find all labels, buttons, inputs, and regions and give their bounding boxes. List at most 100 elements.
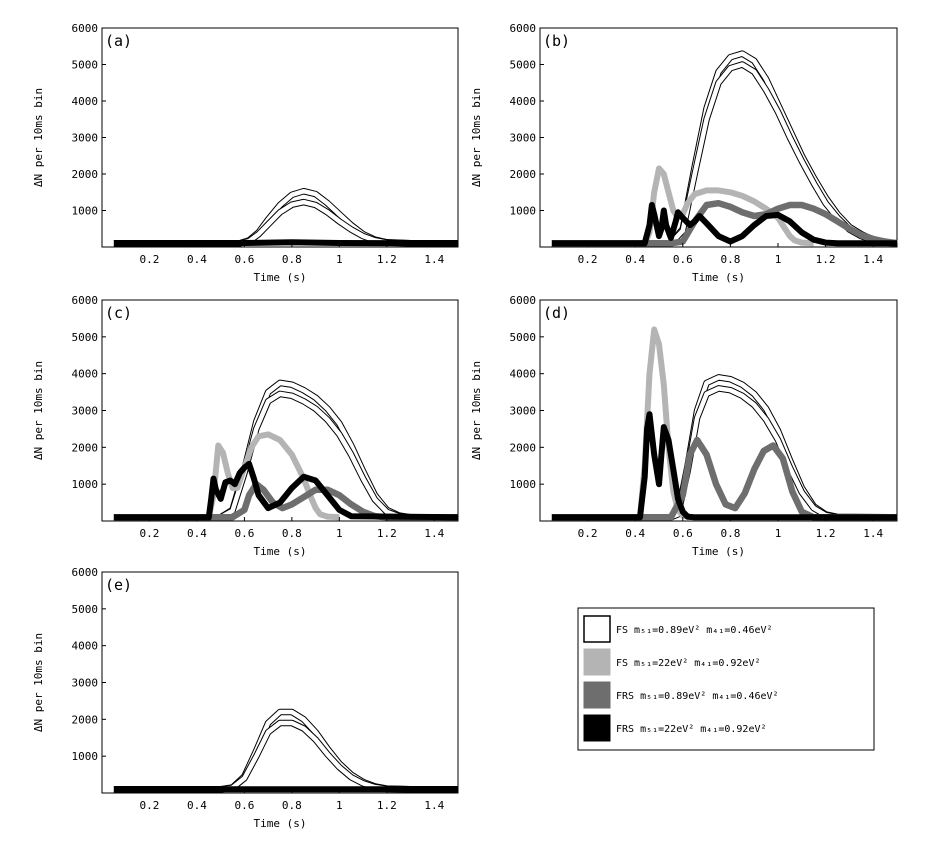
y-tick-label: 5000 [72, 603, 99, 616]
y-tick-label: 5000 [510, 331, 537, 344]
series-line [551, 62, 898, 246]
y-tick-label: 5000 [72, 59, 99, 72]
legend: FS m₅₁=0.89eV² m₄₁=0.46eV² FS m₅₁=22eV² m… [577, 607, 875, 751]
x-axis-title: Time (s) [254, 545, 307, 558]
series-line-outline [551, 50, 898, 247]
y-tick-label: 4000 [72, 95, 99, 108]
legend-swatch [583, 714, 611, 742]
x-tick-label: 0.2 [140, 253, 160, 266]
x-tick-label: 0.8 [720, 527, 740, 540]
y-tick-label: 4000 [510, 368, 537, 381]
x-tick-label: 0.8 [282, 799, 302, 812]
series-line [551, 326, 695, 521]
legend-swatch [583, 648, 611, 676]
y-tick-label: 1000 [510, 478, 537, 491]
x-tick-label: 0.2 [578, 253, 598, 266]
x-tick-label: 1 [775, 253, 782, 266]
y-axis-title: ΔN per 10ms bin [32, 88, 45, 187]
x-tick-label: 1.4 [424, 253, 444, 266]
x-tick-label: 0.2 [140, 799, 160, 812]
legend-swatch [583, 615, 611, 643]
y-tick-label: 4000 [510, 95, 537, 108]
y-tick-label: 2000 [510, 441, 537, 454]
y-axis-title: ΔN per 10ms bin [470, 361, 483, 460]
series-line [551, 202, 897, 247]
x-tick-label: 0.6 [673, 253, 693, 266]
plot-frame [101, 571, 459, 794]
series-line [113, 431, 340, 521]
series-line [113, 188, 458, 246]
panel: 0.2 0.4 0.6 0.8 1 1.2 1.4 1000 2000 3000 4000 5000 6… [470, 294, 898, 558]
y-axis-title: ΔN per 10ms bin [32, 633, 45, 732]
x-tick-label: 0.6 [234, 799, 254, 812]
series-line-outline [551, 61, 898, 247]
panel: 0.2 0.4 0.6 0.8 1 1.2 1.4 1000 2000 3000 4000 5000 6… [32, 294, 459, 558]
series-line [551, 165, 814, 247]
x-axis-title: Time (s) [692, 271, 745, 284]
legend-label: FS m₅₁=22eV² m₄₁=0.92eV² [616, 658, 761, 669]
series-line [551, 436, 897, 521]
y-tick-label: 1000 [72, 478, 99, 491]
y-tick-label: 1000 [72, 205, 99, 218]
series-line [113, 480, 458, 521]
series-line [113, 199, 458, 246]
x-tick-label: 1.4 [863, 527, 883, 540]
y-tick-label: 6000 [72, 22, 99, 35]
y-tick-label: 4000 [72, 640, 99, 653]
y-tick-label: 3000 [510, 132, 537, 145]
y-tick-label: 2000 [72, 713, 99, 726]
x-tick-label: 0.4 [187, 527, 207, 540]
legend-label: FRS m₅₁=22eV² m₄₁=0.92eV² [616, 724, 767, 735]
panel: 0.2 0.4 0.6 0.8 1 1.2 1.4 1000 2000 3000 4000 5000 6… [470, 22, 898, 284]
x-tick-label: 0.8 [282, 527, 302, 540]
x-tick-label: 1.4 [424, 799, 444, 812]
y-axis-title: ΔN per 10ms bin [470, 88, 483, 187]
y-tick-label: 1000 [510, 205, 537, 218]
x-tick-label: 1.2 [816, 527, 836, 540]
x-tick-label: 1.2 [377, 253, 397, 266]
legend-swatch [583, 681, 611, 709]
panel: 0.2 0.4 0.6 0.8 1 1.2 1.4 1000 2000 3000 4000 5000 6… [32, 566, 459, 830]
x-tick-label: 1 [336, 527, 343, 540]
x-tick-label: 0.8 [282, 253, 302, 266]
legend-box [577, 607, 875, 751]
x-tick-label: 0.4 [625, 527, 645, 540]
plot-frame [101, 299, 459, 522]
x-tick-label: 1.4 [424, 527, 444, 540]
panel-label: (a) [105, 32, 132, 50]
series-line-outline [113, 719, 458, 793]
y-tick-label: 2000 [510, 168, 537, 181]
x-axis-title: Time (s) [692, 545, 745, 558]
y-tick-label: 6000 [510, 294, 537, 307]
x-tick-label: 0.6 [234, 253, 254, 266]
y-tick-label: 6000 [510, 22, 537, 35]
y-tick-label: 4000 [72, 368, 99, 381]
x-tick-label: 1.2 [377, 527, 397, 540]
panel-label: (b) [543, 32, 570, 50]
x-tick-label: 0.2 [140, 527, 160, 540]
x-tick-label: 0.6 [234, 527, 254, 540]
series-line [113, 460, 459, 521]
x-axis-title: Time (s) [254, 271, 307, 284]
panel: 0.2 0.4 0.6 0.8 1 1.2 1.4 1000 2000 3000 4000 5000 6… [32, 22, 459, 284]
x-tick-label: 1 [336, 253, 343, 266]
legend-label: FS m₅₁=0.89eV² m₄₁=0.46eV² [616, 625, 773, 636]
y-tick-label: 5000 [72, 331, 99, 344]
y-tick-label: 6000 [72, 294, 99, 307]
x-tick-label: 0.2 [578, 527, 598, 540]
panel-label: (c) [105, 304, 132, 322]
y-tick-label: 3000 [72, 132, 99, 145]
series-line [551, 411, 897, 521]
y-tick-label: 2000 [72, 168, 99, 181]
series-line [113, 239, 459, 247]
legend-label: FRS m₅₁=0.89eV² m₄₁=0.46eV² [616, 691, 779, 702]
y-tick-label: 1000 [72, 750, 99, 763]
series-line [113, 720, 458, 792]
y-tick-label: 6000 [72, 566, 99, 579]
x-axis-title: Time (s) [254, 817, 307, 830]
y-axis-title: ΔN per 10ms bin [32, 361, 45, 460]
x-tick-label: 0.4 [187, 253, 207, 266]
x-tick-label: 1 [336, 799, 343, 812]
